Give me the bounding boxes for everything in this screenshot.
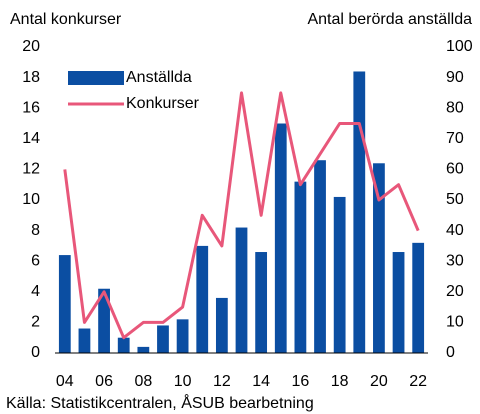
x-tick-label: 16 [291, 373, 309, 390]
y2-tick-label: 40 [446, 222, 464, 239]
x-tick-label: 10 [174, 373, 192, 390]
bar [98, 288, 110, 353]
y2-tick-label: 90 [446, 69, 464, 86]
bar [255, 252, 268, 353]
y-tick-label: 6 [31, 252, 40, 269]
bar [353, 71, 366, 353]
x-tick-label: 22 [409, 373, 427, 390]
y-tick-label: 0 [31, 344, 40, 361]
y-tick-label: 4 [31, 283, 40, 300]
y2-tick-label: 70 [446, 130, 464, 147]
bar [137, 346, 150, 353]
y-tick-label: 18 [22, 69, 40, 86]
y-tick-label: 8 [31, 222, 40, 239]
bar [235, 227, 248, 353]
x-tick-label: 18 [331, 373, 349, 390]
x-tick-label: 20 [370, 373, 388, 390]
bar [294, 181, 307, 353]
y-tick-label: 12 [22, 161, 40, 178]
y-tick-label: 2 [31, 314, 40, 331]
y2-axis-title: Antal berörda anställda [307, 11, 472, 28]
y2-tick-label: 20 [446, 283, 464, 300]
y2-tick-label: 60 [446, 161, 464, 178]
x-tick-label: 06 [95, 373, 113, 390]
x-tick-label: 14 [252, 373, 270, 390]
line [63, 91, 420, 340]
y2-tick-label: 30 [446, 252, 464, 269]
bar [196, 245, 209, 353]
y-axis-title: Antal konkurser [10, 11, 122, 28]
y-tick-label: 14 [22, 130, 40, 147]
legend-swatch [68, 71, 124, 85]
bar [333, 196, 346, 353]
bar [412, 242, 425, 353]
y2-tick-label: 10 [446, 314, 464, 331]
bar [314, 160, 326, 353]
y2-tick-label: 50 [446, 191, 464, 208]
bar [58, 255, 71, 353]
bar [274, 123, 287, 353]
bar [176, 319, 189, 353]
y2-tick-label: 0 [446, 344, 455, 361]
y-tick-label: 20 [22, 38, 40, 55]
y2-tick-label: 100 [446, 38, 473, 55]
bar [117, 337, 130, 353]
x-tick-label: 04 [56, 373, 74, 390]
bar [215, 297, 228, 353]
legend-label: Konkurser [126, 95, 200, 112]
legend-label: Anställda [126, 69, 192, 86]
source: Källa: Statistikcentralen, ÅSUB bearbetn… [6, 393, 314, 412]
x-tick-label: 12 [213, 373, 231, 390]
bar [157, 325, 169, 353]
bar [78, 328, 91, 353]
y2-tick-label: 80 [446, 99, 464, 116]
bar [392, 252, 405, 353]
y-tick-label: 16 [22, 99, 40, 116]
bar [373, 163, 385, 353]
y-tick-label: 10 [22, 191, 40, 208]
x-tick-label: 08 [134, 373, 152, 390]
